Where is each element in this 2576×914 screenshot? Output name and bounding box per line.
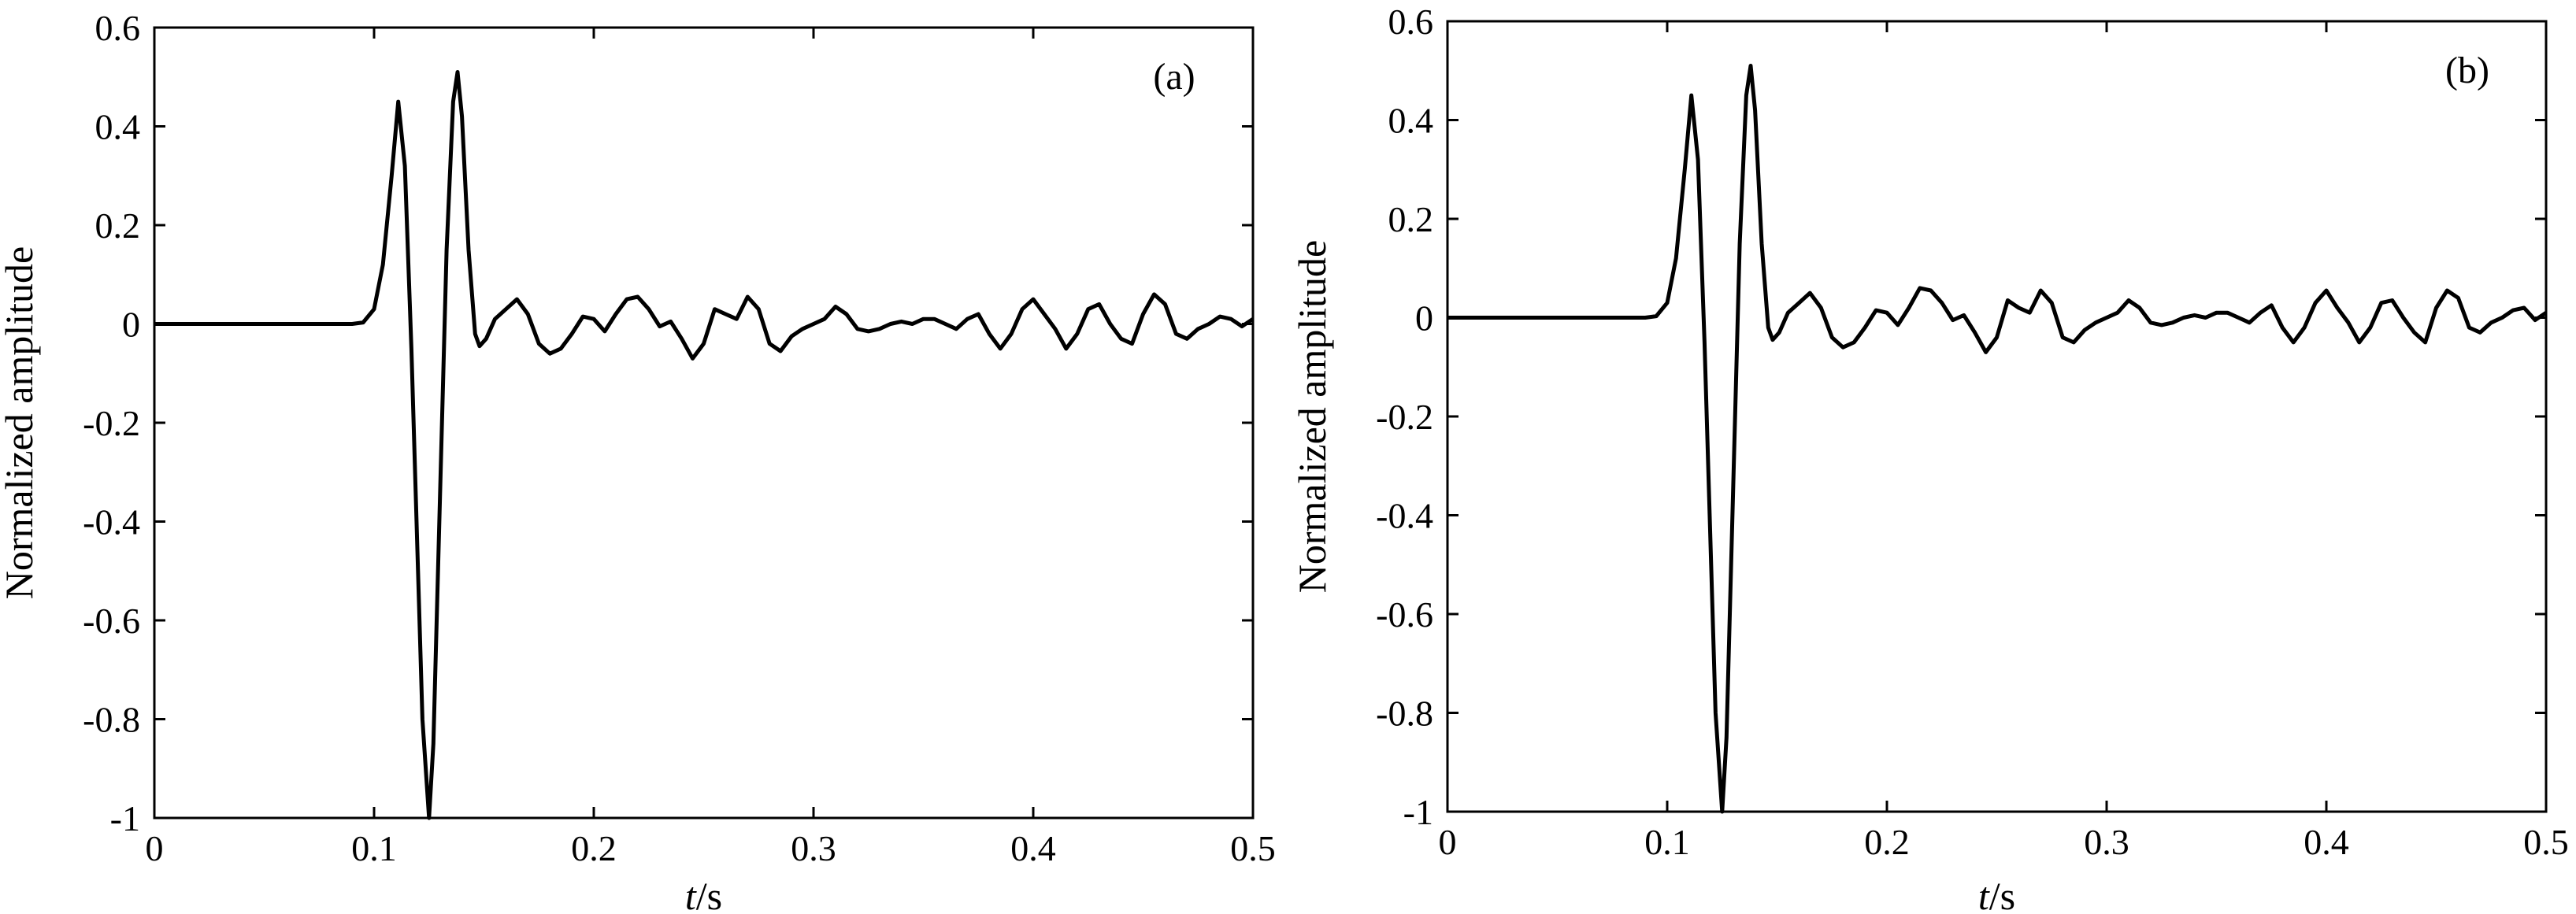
x-axis-label-unit: /s — [696, 874, 722, 914]
axes-frame — [153, 26, 1255, 820]
y-tick-label: 0.6 — [1388, 2, 1434, 42]
series-line — [154, 70, 1255, 820]
y-axis-label: Normalized amplitude — [0, 246, 41, 599]
y-tick-label: -0.4 — [1376, 496, 1433, 536]
x-tick-label: 0.1 — [1644, 822, 1690, 862]
y-tick-label: -1 — [110, 798, 140, 838]
x-tick-label: 0.4 — [1010, 828, 1056, 868]
series-line — [1447, 64, 2548, 814]
x-tick-label: 0.1 — [351, 828, 397, 868]
y-tick-label: -1 — [1403, 792, 1433, 832]
panel-label: (b) — [2445, 50, 2489, 91]
y-tick-label: -0.2 — [83, 403, 140, 443]
y-tick-label: -0.6 — [1376, 594, 1433, 635]
x-tick-label: 0.3 — [2084, 822, 2129, 862]
x-axis-label-variable: t — [685, 874, 697, 914]
y-tick-label: 0.4 — [95, 107, 141, 147]
y-tick-label: -0.6 — [83, 601, 140, 641]
x-tick-label: 0.3 — [791, 828, 836, 868]
y-tick-label: -0.8 — [83, 700, 140, 740]
y-tick-label: -0.2 — [1376, 397, 1433, 437]
x-tick-label: 0 — [1439, 822, 1457, 862]
y-tick-label: 0.4 — [1388, 101, 1434, 141]
y-axis-label: Normalized amplitude — [1290, 240, 1334, 593]
x-tick-label: 0.2 — [1864, 822, 1910, 862]
y-tick-label: 0 — [1415, 298, 1433, 339]
y-tick-label: 0.6 — [95, 8, 141, 48]
x-axis-label-variable: t — [1978, 874, 1990, 914]
chart-panel-b: 0 0.1 0.2 0.3 0.4 0.5 -1 -0.8 -0.6 -0.4 -0.2 0 0.2 0.… — [1290, 2, 2569, 914]
chart-panel-a: 0 0.1 0.2 0.3 0.4 0.5 -1 -0.8 -0.6 -0.4 -0.2 0 0.2 0.… — [0, 8, 1276, 914]
x-tick-label: 0.5 — [2523, 822, 2569, 862]
axes-frame — [1446, 20, 2548, 813]
y-tick-label: 0 — [122, 305, 140, 345]
y-tick-label: -0.8 — [1376, 694, 1433, 734]
y-tick-label: 0.2 — [95, 205, 141, 246]
y-tick-label: -0.4 — [83, 502, 140, 542]
x-tick-label: 0.2 — [571, 828, 617, 868]
panel-label: (a) — [1153, 56, 1195, 98]
x-axis-label: t/s — [1978, 874, 2015, 914]
y-tick-label: 0.2 — [1388, 199, 1434, 239]
x-tick-label: 0 — [146, 828, 164, 868]
x-axis-label-unit: /s — [1989, 874, 2015, 914]
x-axis-label: t/s — [685, 874, 722, 914]
x-tick-label: 0.4 — [2304, 822, 2349, 862]
x-tick-label: 0.5 — [1230, 828, 1276, 868]
